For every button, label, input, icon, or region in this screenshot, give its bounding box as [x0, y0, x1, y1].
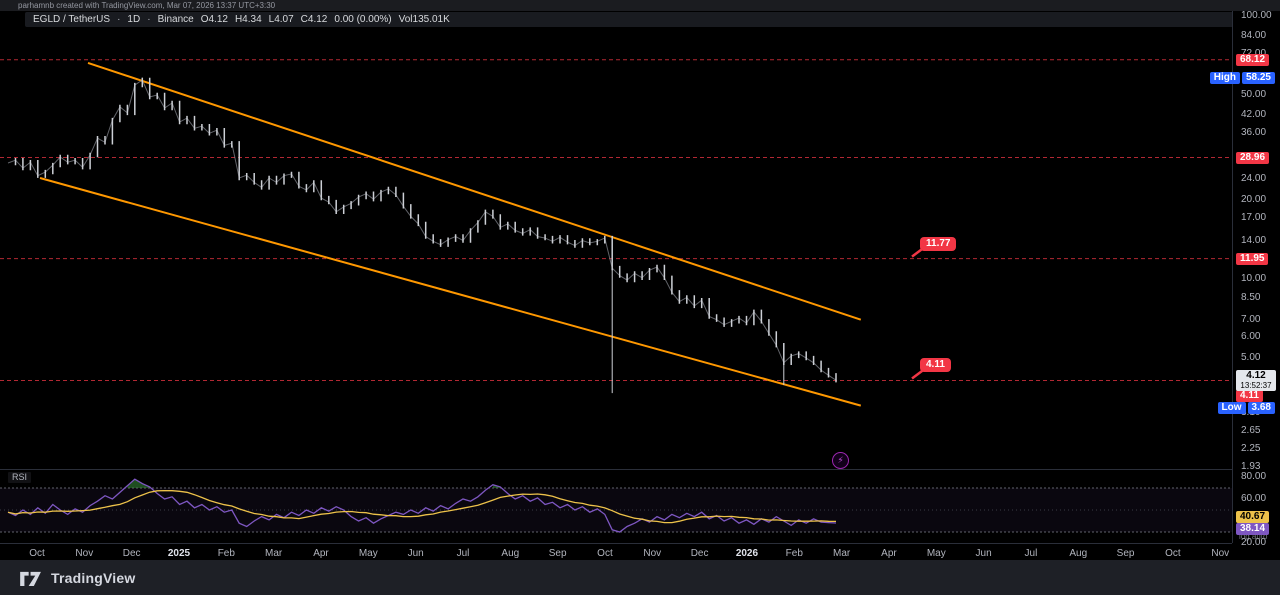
time-axis-label: 2026 [735, 548, 759, 559]
price-axis-tick: 8.50 [1241, 291, 1261, 303]
time-axis-label: Nov [75, 548, 94, 559]
time-axis-label: Nov [1211, 548, 1230, 559]
lightning-glyph: ⚡ [837, 455, 844, 465]
level-axis-label: 68.12 [1236, 53, 1270, 66]
low-marker-prefix: Low [1217, 402, 1246, 415]
change-value: 0.00 (0.00%) [334, 14, 392, 25]
time-axis-label: Nov [643, 548, 662, 559]
level-axis-label-4-11: 4.11 [1236, 390, 1263, 403]
time-axis-label: Mar [832, 548, 851, 559]
time-axis-label: Jul [456, 548, 470, 559]
scale-mode-label[interactable]: log auto [1239, 532, 1268, 541]
ohlc-open: O4.12 [200, 14, 228, 25]
price-axis-tick: 50.00 [1241, 89, 1267, 101]
price-axis-tick: 100.00 [1241, 10, 1272, 21]
price-axis-tick: 42.00 [1241, 109, 1267, 121]
time-axis-label: Dec [690, 548, 709, 559]
time-axis-label: Jun [407, 548, 424, 559]
time-axis-label: Dec [122, 548, 141, 559]
separator-dot: · [117, 14, 121, 25]
price-axis-tick: 2.25 [1241, 443, 1261, 455]
price-axis-tick: 24.00 [1241, 172, 1267, 184]
price-axis-tick: 84.00 [1241, 29, 1267, 41]
time-axis-label: Oct [29, 548, 45, 559]
tradingview-logo-icon [20, 571, 41, 586]
level-axis-label: 11.95 [1236, 252, 1269, 265]
price-axis-tick: 6.00 [1241, 331, 1261, 343]
low-marker-value: 3.68 [1247, 402, 1275, 415]
interval-label[interactable]: 1D [127, 14, 141, 25]
lightning-event-icon[interactable]: ⚡ [832, 452, 849, 469]
price-callout-11-77[interactable]: 11.77 [920, 236, 957, 251]
last-price-value: 4.12 [1246, 370, 1266, 382]
tradingview-brand-text: TradingView [51, 569, 136, 586]
level-axis-label: 28.96 [1236, 151, 1270, 164]
price-axis-tick: 17.00 [1241, 212, 1267, 224]
time-axis-label: Aug [1069, 548, 1088, 559]
ohlc-low: L4.07 [268, 14, 294, 25]
price-axis-tick: 20.00 [1241, 193, 1267, 205]
rsi-pane-title[interactable]: RSI [8, 472, 32, 483]
time-axis-label: Oct [1165, 548, 1181, 559]
price-axis-tick: 10.00 [1241, 272, 1267, 284]
price-axis-tick: 1.93 [1241, 460, 1261, 472]
time-axis-label: May [358, 548, 378, 559]
price-axis[interactable]: High 58.25 4.12 13:52:37 4.11 Low 3.68 l… [1209, 10, 1280, 548]
price-axis-tick: 36.00 [1241, 126, 1267, 138]
price-callout-4-11[interactable]: 4.11 [920, 358, 951, 373]
time-axis-label: Apr [881, 548, 897, 559]
bar-countdown: 13:52:37 [1240, 381, 1272, 391]
time-axis-label: Feb [785, 548, 803, 559]
attribution-text: parhamnb created with TradingView.com, M… [18, 1, 276, 10]
high-marker-prefix: High [1209, 71, 1240, 84]
price-axis-tick: 2.65 [1241, 424, 1261, 436]
exchange-label: Binance [157, 14, 194, 25]
time-axis-label: Mar [265, 548, 283, 559]
symbol-name[interactable]: EGLD / TetherUS [33, 14, 111, 25]
ohlc-close: C4.12 [300, 14, 328, 25]
price-axis-tick: 72.00 [1241, 48, 1266, 59]
low-marker: Low 3.68 [1217, 402, 1275, 415]
time-axis-label: Aug [501, 548, 520, 559]
price-axis-tick: 5.00 [1241, 352, 1261, 364]
price-axis-tick: 14.00 [1241, 234, 1267, 246]
time-axis-label: Jul [1024, 548, 1038, 559]
time-axis-label: May [926, 548, 946, 559]
rsi-axis-tick: 60.00 [1241, 493, 1267, 504]
time-axis[interactable]: Oct Nov Dec 2025 Feb Mar Apr May Jun Jul Aug Sep Oct… [0, 543, 1232, 561]
high-marker: High 58.25 [1209, 71, 1275, 84]
rsi-axis-tick: 80.00 [1241, 471, 1267, 482]
footer-bar: TradingView [0, 560, 1280, 595]
separator-dot: · [147, 14, 151, 25]
rsi-value-label: 38.14 [1236, 523, 1270, 535]
time-axis-label: Apr [313, 548, 329, 559]
volume-value: Vol135.01K [398, 14, 450, 25]
attribution-bar: parhamnb created with TradingView.com, M… [0, 0, 1280, 11]
time-axis-label: Jun [975, 548, 992, 559]
rsi-axis-tick: 20.00 [1241, 537, 1267, 548]
time-axis-label: Sep [548, 548, 567, 559]
time-axis-label: Sep [1116, 548, 1135, 559]
price-axis-tick: 7.00 [1241, 313, 1261, 325]
time-axis-label: Feb [217, 548, 235, 559]
rsi-ma-value-label: 40.67 [1236, 511, 1270, 523]
ohlc-high: H4.34 [234, 14, 262, 25]
time-axis-label: 2025 [167, 548, 191, 559]
time-axis-label: Oct [597, 548, 613, 559]
high-marker-value: 58.25 [1241, 71, 1275, 84]
symbol-header[interactable]: EGLD / TetherUS · 1D · Binance O4.12 H4.… [25, 12, 1258, 27]
last-price-label: 4.12 13:52:37 [1236, 370, 1276, 392]
